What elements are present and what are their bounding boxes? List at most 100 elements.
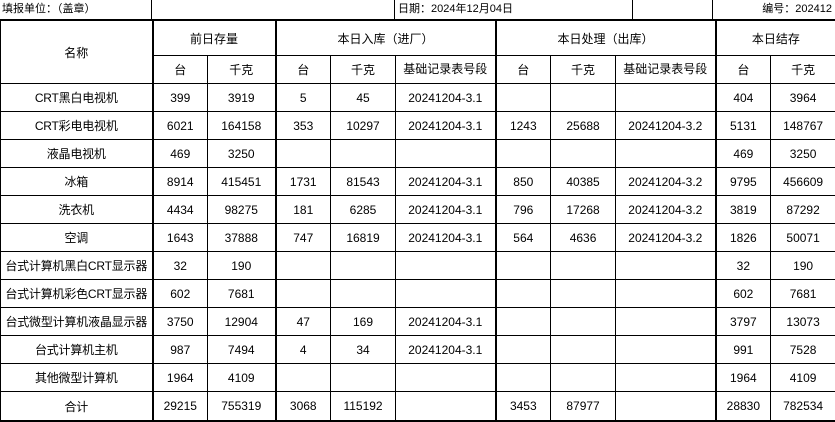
cell-bal-kg: 7528: [771, 336, 835, 364]
cell-name: 冰箱: [1, 168, 153, 196]
cell-in-kg: [331, 252, 396, 280]
cell-in-rec: 20241204-3.1: [396, 336, 496, 364]
cell-in-kg: 10297: [331, 112, 396, 140]
cell-in-rec: [396, 280, 496, 308]
cell-prev-kg: 98275: [208, 196, 276, 224]
cell-bal-tai: 1964: [716, 364, 771, 392]
cell-prev-tai: 8914: [153, 168, 208, 196]
cell-name: 其他微型计算机: [1, 364, 153, 392]
cell-in-tai: 747: [276, 224, 331, 252]
cell-prev-kg: 37888: [208, 224, 276, 252]
cell-out-rec: [616, 364, 716, 392]
cell-name: 液晶电视机: [1, 140, 153, 168]
cell-bal-kg: 190: [771, 252, 835, 280]
cell-in-rec: [396, 364, 496, 392]
cell-out-kg: [551, 280, 616, 308]
cell-out-rec: [616, 308, 716, 336]
cell-prev-kg: 3919: [208, 84, 276, 112]
cell-prev-tai: 4434: [153, 196, 208, 224]
cell-out-rec: 20241204-3.2: [616, 112, 716, 140]
cell-out-tai: 1243: [496, 112, 551, 140]
cell-name: CRT彩电电视机: [1, 112, 153, 140]
cell-in-kg: 16819: [331, 224, 396, 252]
cell-prev-tai: 602: [153, 280, 208, 308]
header-group-outbound: 本日处理（出库）: [496, 20, 716, 56]
cell-bal-tai: 3819: [716, 196, 771, 224]
cell-in-rec: 20241204-3.1: [396, 168, 496, 196]
subheader-balance-tai: 台: [716, 56, 771, 84]
meta-spacer-right: [633, 0, 713, 19]
cell-bal-tai: 32: [716, 252, 771, 280]
cell-out-rec: [616, 336, 716, 364]
cell-in-tai: 353: [276, 112, 331, 140]
cell-in-kg: [331, 280, 396, 308]
cell-prev-tai: 3750: [153, 308, 208, 336]
subheader-prev-tai: 台: [153, 56, 208, 84]
cell-prev-tai: 1964: [153, 364, 208, 392]
cell-in-tai: [276, 364, 331, 392]
cell-in-kg: 81543: [331, 168, 396, 196]
cell-in-rec: 20241204-3.1: [396, 196, 496, 224]
cell-name: 台式计算机黑白CRT显示器: [1, 252, 153, 280]
cell-bal-kg: 148767: [771, 112, 835, 140]
cell-in-tai: 5: [276, 84, 331, 112]
cell-bal-tai: 3797: [716, 308, 771, 336]
reporting-unit-label: 填报单位：（盖章）: [0, 0, 152, 19]
cell-in-kg: 6285: [331, 196, 396, 224]
header-name: 名称: [1, 20, 153, 84]
cell-bal-tai: 1826: [716, 224, 771, 252]
cell-out-tai: 564: [496, 224, 551, 252]
subheader-in-kg: 千克: [331, 56, 396, 84]
cell-out-tai: [496, 364, 551, 392]
cell-in-tai: [276, 140, 331, 168]
cell-out-kg: [551, 252, 616, 280]
cell-out-kg: [551, 140, 616, 168]
subheader-out-tai: 台: [496, 56, 551, 84]
cell-in-tai: [276, 280, 331, 308]
cell-in-tai: 47: [276, 308, 331, 336]
cell-prev-tai: 987: [153, 336, 208, 364]
cell-in-rec: 20241204-3.1: [396, 308, 496, 336]
cell-out-rec: 20241204-3.2: [616, 168, 716, 196]
cell-name: 台式微型计算机液晶显示器: [1, 308, 153, 336]
cell-bal-tai: 469: [716, 140, 771, 168]
cell-out-tai: [496, 280, 551, 308]
cell-prev-kg: 12904: [208, 308, 276, 336]
cell-in-tai: 1731: [276, 168, 331, 196]
report-number-label: 编号：202412: [713, 0, 835, 19]
cell-bal-kg: 7681: [771, 280, 835, 308]
cell-prev-kg: 7681: [208, 280, 276, 308]
cell-in-rec: 20241204-3.1: [396, 224, 496, 252]
cell-bal-tai: 991: [716, 336, 771, 364]
cell-prev-tai: 32: [153, 252, 208, 280]
report-date-label: 日期：2024年12月04日: [395, 0, 633, 19]
cell-in-rec: [396, 252, 496, 280]
cell-out-kg: 17268: [551, 196, 616, 224]
cell-out-tai: [496, 84, 551, 112]
header-group-inbound: 本日入库（进厂）: [276, 20, 496, 56]
cell-name: 台式计算机彩色CRT显示器: [1, 280, 153, 308]
header-group-previous-stock: 前日存量: [153, 20, 276, 56]
cell-out-rec: 20241204-3.2: [616, 196, 716, 224]
cell-out-tai: [496, 252, 551, 280]
cell-prev-kg: 415451: [208, 168, 276, 196]
cell-out-kg: [551, 336, 616, 364]
cell-in-kg: 45: [331, 84, 396, 112]
cell-bal-kg: 50071: [771, 224, 835, 252]
cell-out-rec: [616, 280, 716, 308]
cell-prev-kg: 190: [208, 252, 276, 280]
cell-bal-tai: 5131: [716, 112, 771, 140]
cell-in-kg: 169: [331, 308, 396, 336]
cell-prev-kg: 7494: [208, 336, 276, 364]
cell-in-kg: [331, 140, 396, 168]
subheader-prev-kg: 千克: [208, 56, 276, 84]
cell-in-kg: [331, 364, 396, 392]
inventory-table: 名称 前日存量 本日入库（进厂） 本日处理（出库） 本日结存 台 千克 台 千克…: [0, 19, 835, 422]
